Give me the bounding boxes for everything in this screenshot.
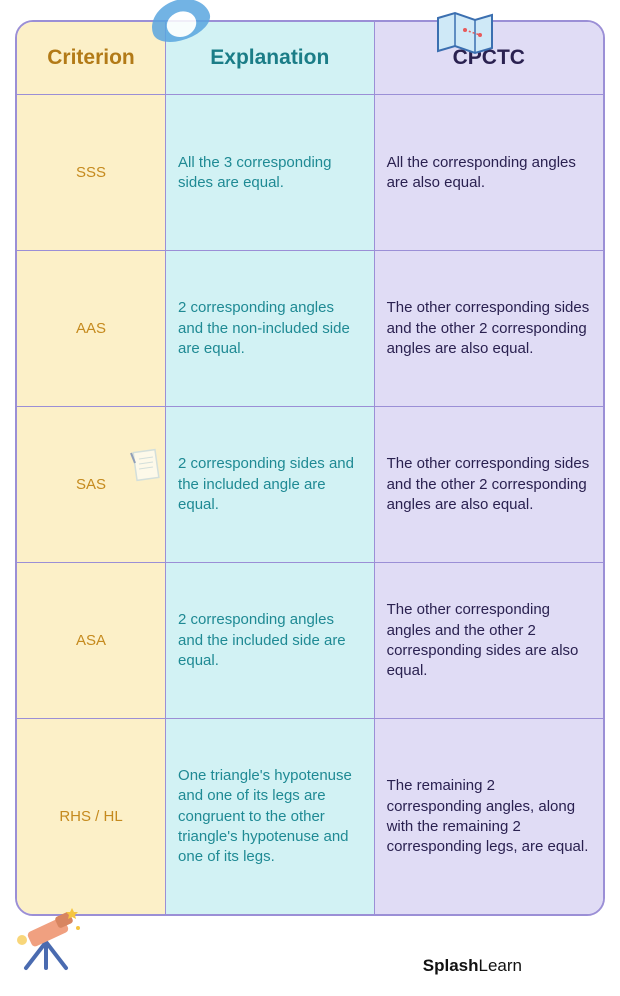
- explanation-cell: 2 corresponding angles and the included …: [166, 563, 375, 718]
- table-row: SAS 2 corresponding sides and the includ…: [17, 407, 603, 563]
- table-row: AAS 2 corresponding angles and the non-i…: [17, 251, 603, 407]
- congruence-table: Criterion Explanation CPCTC SSS All the …: [15, 20, 605, 916]
- explanation-cell: One triangle's hypotenuse and one of its…: [166, 719, 375, 914]
- table-row: ASA 2 corresponding angles and the inclu…: [17, 563, 603, 719]
- map-icon: [430, 8, 500, 58]
- cpctc-cell: The other corresponding sides and the ot…: [375, 251, 603, 406]
- criterion-cell: ASA: [17, 563, 166, 718]
- explanation-cell: 2 corresponding angles and the non-inclu…: [166, 251, 375, 406]
- table-header-row: Criterion Explanation CPCTC: [17, 22, 603, 95]
- table-row: RHS / HL One triangle's hypotenuse and o…: [17, 719, 603, 914]
- brand-part1: Splash: [423, 956, 479, 975]
- table-row: SSS All the 3 corresponding sides are eq…: [17, 95, 603, 251]
- paper-icon: [125, 445, 165, 485]
- criterion-cell: SSS: [17, 95, 166, 250]
- brand-logo: SplashLearn: [405, 948, 540, 984]
- explanation-cell: 2 corresponding sides and the included a…: [166, 407, 375, 562]
- brand-part2: Learn: [479, 956, 522, 975]
- cpctc-cell: The other corresponding angles and the o…: [375, 563, 603, 718]
- cpctc-cell: The remaining 2 corresponding angles, al…: [375, 719, 603, 914]
- criterion-cell: RHS / HL: [17, 719, 166, 914]
- criterion-cell: AAS: [17, 251, 166, 406]
- cpctc-cell: All the corresponding angles are also eq…: [375, 95, 603, 250]
- telescope-icon: [8, 900, 86, 978]
- cpctc-cell: The other corresponding sides and the ot…: [375, 407, 603, 562]
- explanation-cell: All the 3 corresponding sides are equal.: [166, 95, 375, 250]
- header-criterion: Criterion: [17, 22, 166, 94]
